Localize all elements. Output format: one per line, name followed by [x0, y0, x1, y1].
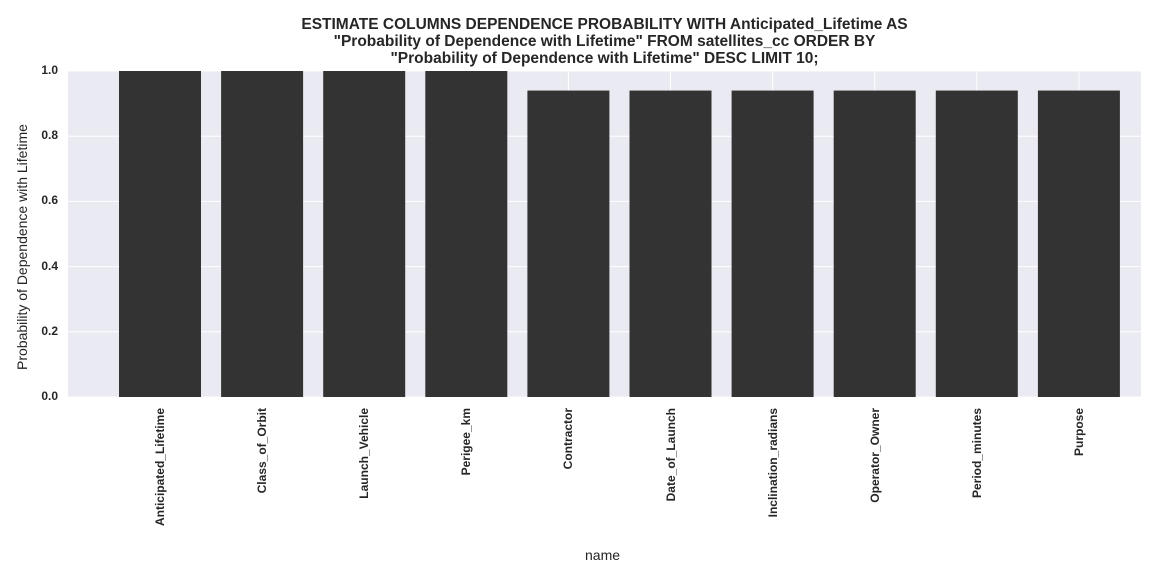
bar-contractor — [527, 90, 610, 397]
x-tick-label: Purpose — [1071, 408, 1086, 457]
x-tick-label: Launch_Vehicle — [357, 408, 372, 499]
bar-anticipated-lifetime — [119, 71, 201, 397]
x-tick-label: Contractor — [561, 408, 576, 470]
bar-purpose — [1037, 90, 1120, 397]
bar-operator-owner — [833, 90, 916, 397]
y-tick-label: 0.0 — [41, 389, 58, 403]
bar-date-of-launch — [629, 90, 712, 397]
bar-launch-vehicle — [323, 71, 406, 397]
x-tick-label: Class_of_Orbit — [255, 408, 270, 494]
y-tick-label: 0.2 — [41, 323, 58, 338]
bar-perigee-km — [425, 71, 508, 397]
y-tick-label: 0.8 — [41, 128, 58, 143]
x-tick-label: Anticipated_Lifetime — [153, 408, 167, 527]
x-tick-label: Operator_Owner — [867, 408, 882, 503]
x-axis-label: name — [585, 547, 621, 563]
x-tick-label: Period_minutes — [969, 408, 984, 499]
x-tick-label: Inclination_radians — [765, 408, 780, 518]
bar-period-minutes — [935, 90, 1018, 397]
chart-title-line-2: "Probability of Dependence with Lifetime… — [333, 33, 876, 50]
y-tick-label: 1.0 — [41, 63, 58, 77]
chart-title-line-3: "Probability of Dependence with Lifetime… — [390, 50, 819, 67]
y-tick-label: 0.4 — [41, 258, 58, 273]
bar-inclination-radians — [731, 90, 814, 397]
y-tick-label: 0.6 — [41, 193, 58, 208]
bar-class-of-orbit — [221, 71, 304, 397]
y-axis-label: Probability of Dependence with Lifetime — [14, 124, 30, 370]
x-tick-label: Perigee_km — [459, 408, 474, 476]
chart-title-line-1: ESTIMATE COLUMNS DEPENDENCE PROBABILITY … — [301, 16, 908, 33]
x-tick-label: Date_of_Launch — [663, 408, 678, 502]
